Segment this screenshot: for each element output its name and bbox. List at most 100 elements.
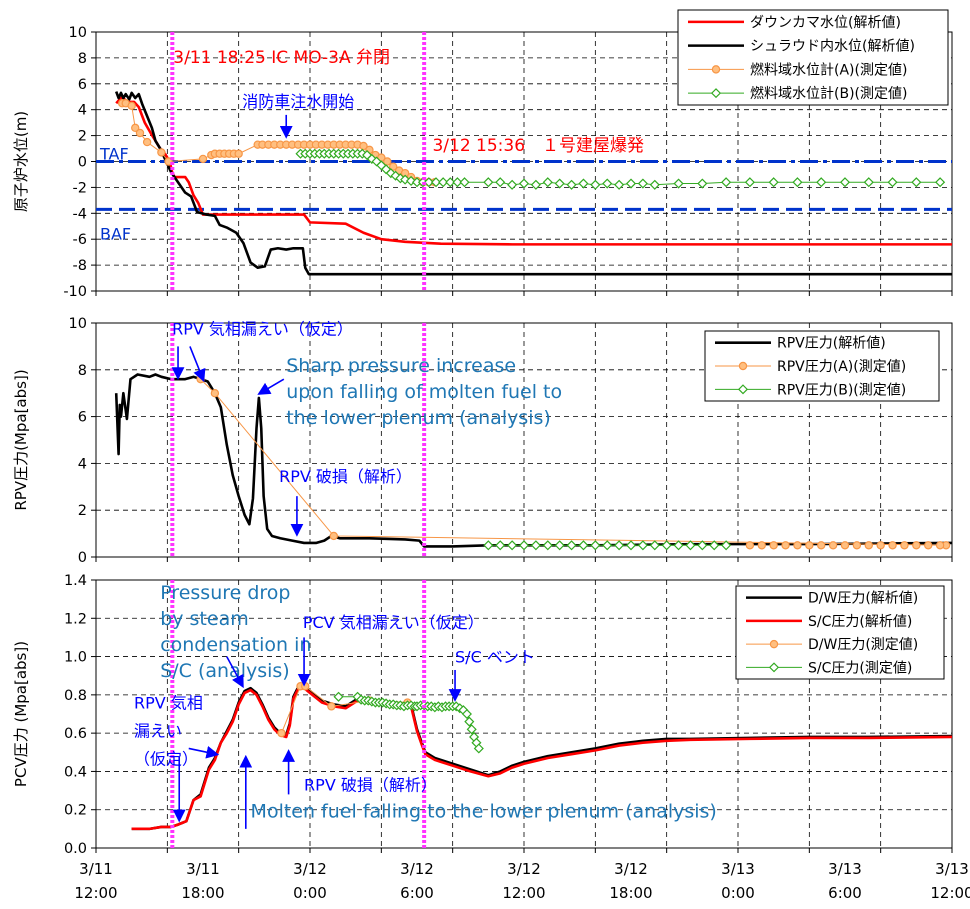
data-point [911, 177, 922, 188]
y-tick-label: 0 [78, 155, 87, 171]
data-point [744, 177, 755, 188]
data-point [649, 179, 660, 190]
data-point [327, 702, 336, 711]
y-tick-label: 0 [78, 550, 87, 566]
y-tick-label: 8 [78, 51, 87, 67]
series-rpv_pressure-3 [745, 541, 945, 550]
legend-label: RPV圧力(B)(測定値) [777, 382, 906, 398]
data-point [935, 541, 945, 550]
data-point [602, 540, 613, 551]
data-point [924, 541, 933, 550]
data-point [637, 178, 648, 189]
data-point [530, 540, 541, 551]
annotation-line: RPV 気相漏えい（仮定） [172, 320, 353, 339]
data-point [383, 157, 392, 166]
y-axis-title: 原子炉水位(m) [12, 111, 30, 212]
ref-label-taf: TAF [99, 145, 129, 164]
y-tick-label: 1.4 [64, 573, 87, 589]
data-point [590, 540, 601, 551]
data-point [459, 177, 470, 188]
water_level-panel: -10 -8 -6 -4 -2 0 2 4 6 8 10 原子炉水位(m) TAF BAF ダウンカマ水位(… [12, 9, 953, 300]
legend: RPV圧力(解析値) RPV圧力(A)(測定値) RPV圧力(B)(測定値) [704, 330, 940, 402]
annotation-line: Sharp pressure increase [286, 355, 516, 377]
data-point [530, 179, 541, 190]
legend-label: RPV圧力(解析値) [777, 336, 886, 352]
data-point [542, 177, 553, 188]
data-point [578, 178, 589, 189]
legend-label: S/C圧力(測定値) [808, 660, 912, 676]
data-point [464, 716, 475, 727]
data-point [430, 177, 442, 188]
data-point [721, 540, 732, 551]
pcv_pressure-panel: 0.0 0.2 0.4 0.6 0.8 1.0 1.2 1.4 PCV圧力 (Mpa[abs])… [12, 573, 953, 857]
y-tick-label: 8 [78, 363, 87, 379]
y-axis-title: RPV圧力(Mpa[abs]) [12, 369, 30, 510]
data-point [196, 374, 205, 384]
data-point [661, 540, 672, 551]
data-point [518, 178, 530, 189]
data-point [793, 541, 802, 550]
data-point [769, 541, 778, 550]
data-point [234, 149, 243, 158]
x-tick-label-time: 12:00 [74, 884, 117, 902]
data-point [445, 177, 456, 188]
data-point [649, 540, 660, 551]
data-point [673, 540, 684, 551]
data-point [685, 540, 696, 551]
y-tick-label: 1.0 [64, 650, 87, 666]
data-point [566, 540, 577, 551]
legend: ダウンカマ水位(解析値) シュラウド内水位(解析値) 燃料域水位計(A)(測定値) 燃… [677, 9, 949, 106]
data-point [483, 177, 494, 188]
annotation-text: RPV 気相漏えい （仮定） [134, 693, 203, 768]
data-point [864, 541, 873, 550]
annotation-line: Pressure drop [160, 582, 290, 604]
series-line [114, 91, 952, 276]
data-point [277, 728, 286, 738]
data-point [768, 177, 779, 188]
data-point [164, 157, 173, 166]
data-point [614, 179, 625, 190]
x-tick-label-time: 12:00 [930, 884, 970, 902]
data-point [614, 540, 625, 551]
data-point [876, 541, 885, 550]
data-point [461, 708, 472, 720]
data-point [817, 541, 826, 550]
data-point [198, 154, 208, 164]
y-tick-label: 4 [78, 103, 87, 119]
legend-marker [737, 384, 749, 395]
legend-marker [711, 65, 721, 74]
data-point [792, 177, 803, 188]
legend-marker [738, 361, 748, 371]
data-point [301, 682, 310, 691]
y-tick-label: 4 [78, 456, 87, 472]
data-point [518, 540, 530, 551]
annotation-line: （仮定） [134, 749, 198, 768]
legend-label: シュラウド内水位(解析値) [750, 39, 915, 55]
series-water_level-3 [295, 148, 946, 190]
data-point [210, 389, 220, 398]
y-tick-label: 1.2 [64, 611, 87, 627]
data-point [863, 177, 874, 188]
x-tick-label-time: 0:00 [293, 884, 327, 902]
data-point [888, 541, 897, 550]
data-point [329, 531, 338, 541]
data-point [709, 540, 720, 551]
y-tick-label: -4 [73, 206, 87, 222]
y-tick-label: 0.0 [64, 841, 87, 857]
annotation-line: RPV 気相 [134, 693, 203, 712]
y-tick-label: 10 [69, 316, 87, 332]
annotation-arrow [188, 745, 220, 759]
annotation-line: upon falling of molten fuel to [286, 381, 562, 403]
data-point [495, 540, 506, 551]
data-point [127, 101, 136, 111]
y-tick-label: 10 [69, 25, 87, 41]
x-tick-label-time: 6:00 [828, 884, 862, 902]
data-point [590, 179, 601, 190]
annotation-line: 3/11 18:25 IC MO-3A 弁閉 [173, 48, 390, 68]
y-tick-label: -10 [63, 284, 87, 300]
data-point [852, 541, 862, 550]
annotation-line: S/C ベント [455, 647, 535, 666]
data-point [935, 177, 946, 188]
y-tick-label: 0.2 [64, 803, 87, 819]
